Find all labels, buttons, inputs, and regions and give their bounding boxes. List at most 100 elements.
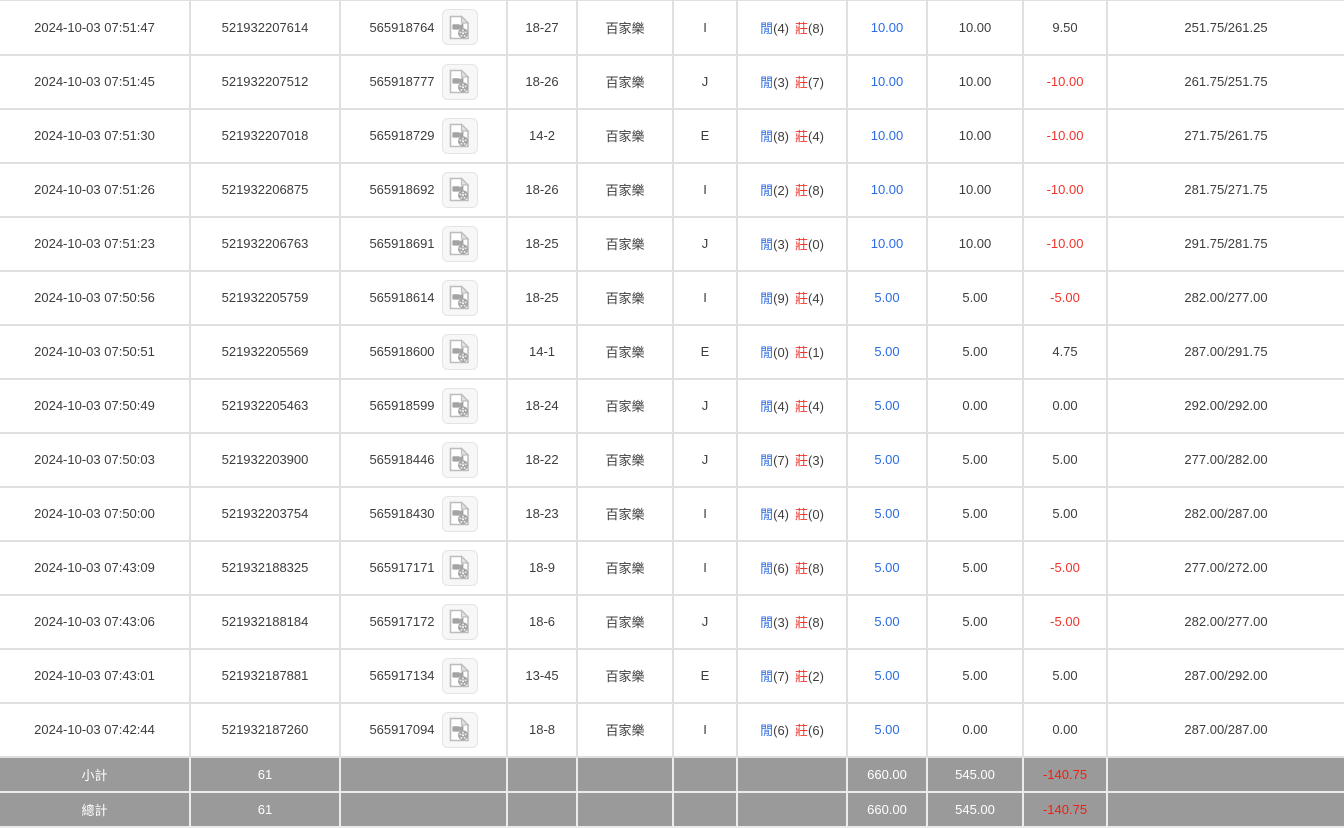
game-name: 百家樂	[576, 377, 674, 434]
bet-amount-link[interactable]: 5.00	[846, 701, 928, 758]
table-row: 2024-10-03 07:51:45 521932207512 5659187…	[0, 53, 1344, 110]
video-replay-button[interactable]	[441, 387, 478, 424]
banker-label: 莊	[795, 561, 809, 576]
seat-letter: J	[672, 431, 738, 488]
subtotal-label: 小計	[0, 756, 191, 793]
table-round: 18-27	[506, 0, 578, 56]
video-replay-button[interactable]	[441, 171, 478, 208]
round-cell: 565918691	[339, 215, 508, 272]
video-replay-button[interactable]	[441, 333, 478, 370]
bet-id: 521932205463	[189, 377, 341, 434]
round-id: 565918599	[369, 398, 435, 413]
table-round: 18-6	[506, 593, 578, 650]
bet-amount-link[interactable]: 10.00	[846, 161, 928, 218]
table-round: 13-45	[506, 647, 578, 704]
video-replay-button[interactable]	[441, 495, 478, 532]
empty-cell	[672, 756, 738, 793]
win-loss: -10.00	[1022, 215, 1108, 272]
bet-amount-link[interactable]: 5.00	[846, 539, 928, 596]
valid-amount: 5.00	[926, 431, 1024, 488]
round-cell: 565918600	[339, 323, 508, 380]
bet-id: 521932207512	[189, 53, 341, 110]
bet-amount-link[interactable]: 10.00	[846, 0, 928, 56]
table-row: 2024-10-03 07:51:30 521932207018 5659187…	[0, 107, 1344, 164]
player-points: (7)	[773, 669, 789, 684]
bet-id: 521932207614	[189, 0, 341, 56]
video-replay-button[interactable]	[441, 549, 478, 586]
table-round: 18-9	[506, 539, 578, 596]
bet-amount-link[interactable]: 5.00	[846, 269, 928, 326]
banker-label: 莊	[795, 399, 809, 414]
game-result: 閒(3) 莊(8)	[736, 593, 848, 650]
video-replay-button[interactable]	[441, 117, 478, 154]
bet-amount-link[interactable]: 5.00	[846, 647, 928, 704]
balance: 277.00/272.00	[1106, 539, 1344, 596]
game-name: 百家樂	[576, 485, 674, 542]
seat-letter: I	[672, 161, 738, 218]
table-round: 18-24	[506, 377, 578, 434]
subtotal-row: 小計 61 660.00 545.00 -140.75	[0, 756, 1344, 793]
bet-amount-link[interactable]: 5.00	[846, 323, 928, 380]
round-id: 565917172	[369, 614, 435, 629]
bet-id: 521932206875	[189, 161, 341, 218]
balance: 277.00/282.00	[1106, 431, 1344, 488]
bet-amount-link[interactable]: 5.00	[846, 377, 928, 434]
game-name: 百家樂	[576, 431, 674, 488]
empty-cell	[1106, 790, 1344, 828]
player-points: (8)	[773, 129, 789, 144]
bet-time: 2024-10-03 07:50:03	[0, 431, 191, 488]
video-replay-button[interactable]	[441, 603, 478, 640]
game-result: 閒(6) 莊(8)	[736, 539, 848, 596]
game-result: 閒(0) 莊(1)	[736, 323, 848, 380]
banker-points: (4)	[808, 399, 824, 414]
video-replay-button[interactable]	[441, 657, 478, 694]
bet-time: 2024-10-03 07:51:45	[0, 53, 191, 110]
game-result: 閒(9) 莊(4)	[736, 269, 848, 326]
banker-label: 莊	[795, 723, 809, 738]
player-points: (7)	[773, 453, 789, 468]
bet-amount-link[interactable]: 10.00	[846, 53, 928, 110]
win-loss: -5.00	[1022, 593, 1108, 650]
player-label: 閒	[760, 291, 774, 306]
bet-time: 2024-10-03 07:51:26	[0, 161, 191, 218]
round-id: 565918600	[369, 344, 435, 359]
video-replay-button[interactable]	[441, 279, 478, 316]
player-label: 閒	[760, 183, 774, 198]
game-name: 百家樂	[576, 161, 674, 218]
empty-cell	[576, 756, 674, 793]
bet-amount-link[interactable]: 5.00	[846, 593, 928, 650]
empty-cell	[672, 790, 738, 828]
video-replay-button[interactable]	[441, 711, 478, 748]
video-replay-button[interactable]	[441, 9, 478, 46]
video-replay-icon	[449, 285, 470, 310]
bet-amount-link[interactable]: 10.00	[846, 215, 928, 272]
bet-id: 521932187881	[189, 647, 341, 704]
table-row: 2024-10-03 07:42:44 521932187260 5659170…	[0, 701, 1344, 758]
game-name: 百家樂	[576, 701, 674, 758]
grand-total-valid-total: 545.00	[926, 790, 1024, 828]
bet-amount-link[interactable]: 5.00	[846, 431, 928, 488]
game-result: 閒(7) 莊(3)	[736, 431, 848, 488]
bet-amount-link[interactable]: 10.00	[846, 107, 928, 164]
player-points: (3)	[773, 615, 789, 630]
valid-amount: 10.00	[926, 107, 1024, 164]
balance: 282.00/287.00	[1106, 485, 1344, 542]
video-replay-icon	[449, 501, 470, 526]
video-replay-button[interactable]	[441, 441, 478, 478]
table-round: 18-26	[506, 161, 578, 218]
banker-points: (4)	[808, 129, 824, 144]
video-replay-button[interactable]	[441, 63, 478, 100]
game-name: 百家樂	[576, 215, 674, 272]
bet-time: 2024-10-03 07:42:44	[0, 701, 191, 758]
round-id: 565918614	[369, 290, 435, 305]
bet-time: 2024-10-03 07:50:49	[0, 377, 191, 434]
round-id: 565918692	[369, 182, 435, 197]
game-result: 閒(8) 莊(4)	[736, 107, 848, 164]
player-points: (6)	[773, 723, 789, 738]
video-replay-button[interactable]	[441, 225, 478, 262]
player-points: (2)	[773, 183, 789, 198]
bet-time: 2024-10-03 07:43:01	[0, 647, 191, 704]
balance: 282.00/277.00	[1106, 593, 1344, 650]
bet-time: 2024-10-03 07:43:09	[0, 539, 191, 596]
bet-amount-link[interactable]: 5.00	[846, 485, 928, 542]
